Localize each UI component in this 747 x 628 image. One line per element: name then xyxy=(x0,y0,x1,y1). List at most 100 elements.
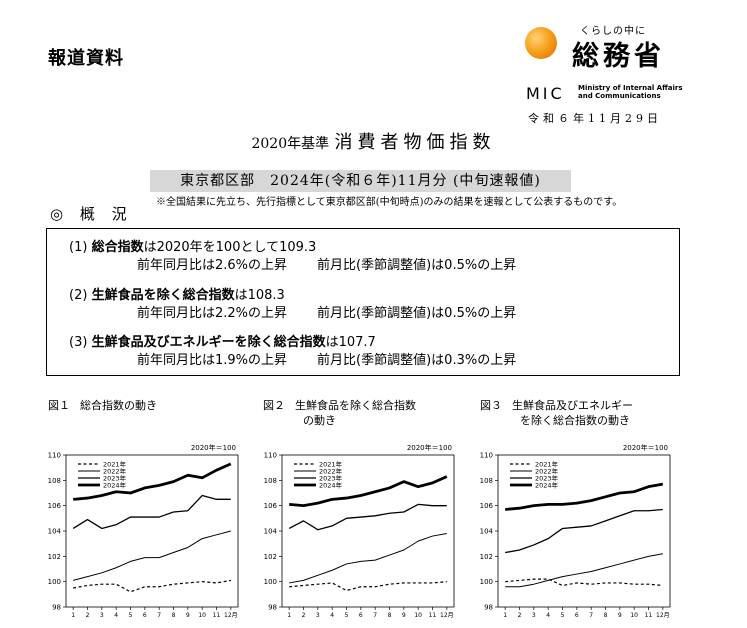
logo-emblem-icon xyxy=(523,27,571,74)
summary-text: は108.3 xyxy=(234,288,285,303)
series-line-2023年 xyxy=(288,503,447,531)
legend-label: 2023年 xyxy=(319,473,343,482)
legend-label: 2021年 xyxy=(535,459,559,468)
figure-caption-line: 生鮮食品及びエネルギー xyxy=(512,399,633,412)
x-tick-label: 5 xyxy=(561,612,565,619)
series-line-2021年 xyxy=(73,579,231,593)
legend-label: 2024年 xyxy=(535,480,559,489)
summary-item-2: (2) 生鮮食品を除く総合指数は108.3 xyxy=(69,284,285,303)
summary-sub-3: 前年同月比は1.9%の上昇 前月比(季節調整値)は0.3%の上昇 xyxy=(137,349,516,368)
figure-number: 図２ xyxy=(263,399,285,412)
figure-caption-line: 生鮮食品を除く総合指数 xyxy=(295,399,416,412)
overview-heading: ◎ 概 況 xyxy=(50,205,133,223)
summary-num: (1) xyxy=(69,240,88,255)
summary-sub-2: 前年同月比は2.2%の上昇 前月比(季節調整値)は0.5%の上昇 xyxy=(137,302,516,321)
chart-base-label: 2020年＝100 xyxy=(623,443,668,452)
figure-1-caption: 図１ 総合指数の動き xyxy=(48,398,157,413)
x-tick-label: 12月 xyxy=(656,612,670,619)
x-tick-label: 3 xyxy=(316,612,320,619)
x-tick-label: 3 xyxy=(532,612,536,619)
summary-num: (2) xyxy=(69,288,88,303)
legend-label: 2022年 xyxy=(535,466,559,475)
figure-caption-line: 総合指数の動き xyxy=(80,399,157,412)
x-tick-label: 12月 xyxy=(440,612,454,619)
y-tick-label: 106 xyxy=(480,502,494,510)
x-tick-label: 5 xyxy=(129,612,133,619)
summary-text: は107.7 xyxy=(325,335,376,350)
series-line-2023年 xyxy=(505,508,663,554)
summary-label: 総合指数 xyxy=(91,240,144,255)
y-tick-label: 104 xyxy=(264,528,278,536)
release-label: 報道資料 xyxy=(48,48,124,69)
y-tick-label: 110 xyxy=(480,452,493,460)
x-tick-label: 10 xyxy=(414,612,422,619)
legend-label: 2022年 xyxy=(103,466,127,475)
y-tick-label: 100 xyxy=(264,578,277,586)
x-tick-label: 5 xyxy=(345,612,349,619)
y-tick-label: 98 xyxy=(52,604,61,612)
x-tick-label: 12月 xyxy=(224,612,238,619)
y-tick-label: 102 xyxy=(264,553,277,561)
figure-2-caption: 図２ 生鮮食品を除く総合指数 の動き xyxy=(263,398,416,428)
series-line-2024年 xyxy=(289,475,448,508)
plot-frame xyxy=(497,454,671,608)
summary-num: (3) xyxy=(69,335,88,350)
release-date: 令和６年11月29日 xyxy=(528,112,662,125)
x-tick-label: 6 xyxy=(359,612,363,619)
subtitle-bar: 東京都区部 2024年(令和６年)11月分 (中旬速報値) xyxy=(150,170,571,192)
logo-tagline: くらしの中に xyxy=(580,26,646,37)
summary-box: (1) 総合指数は2020年を100として109.3 前年同月比は2.6%の上昇… xyxy=(46,228,680,376)
legend-label: 2021年 xyxy=(319,459,343,468)
x-tick-label: 8 xyxy=(388,612,392,619)
logo-english-line1: Ministry of Internal Affairs xyxy=(578,84,683,92)
x-tick-label: 4 xyxy=(330,612,334,619)
summary-label: 生鮮食品及びエネルギーを除く総合指数 xyxy=(91,335,326,350)
x-tick-label: 3 xyxy=(100,612,104,619)
y-tick-label: 106 xyxy=(264,502,278,510)
summary-item-1: (1) 総合指数は2020年を100として109.3 xyxy=(69,236,316,255)
document-title: 2020年基準 消費者物価指数 xyxy=(0,128,747,154)
y-tick-label: 108 xyxy=(264,477,277,485)
plot-frame xyxy=(65,454,239,608)
y-tick-label: 98 xyxy=(484,604,493,612)
y-tick-label: 110 xyxy=(264,452,277,460)
y-tick-label: 104 xyxy=(48,528,62,536)
series-line-2023年 xyxy=(72,494,231,530)
legend-label: 2021年 xyxy=(103,459,127,468)
logo-mic: MIC xyxy=(526,84,565,103)
series-line-2021年 xyxy=(289,581,447,592)
x-tick-label: 4 xyxy=(546,612,550,619)
y-tick-label: 104 xyxy=(480,528,494,536)
ministry-logo: くらしの中に 総務省 MIC Ministry of Internal Affa… xyxy=(520,20,710,120)
x-tick-label: 7 xyxy=(589,612,593,619)
y-tick-label: 110 xyxy=(48,452,61,460)
chart-base-label: 2020年＝100 xyxy=(407,443,452,452)
y-tick-label: 106 xyxy=(48,502,62,510)
x-tick-label: 1 xyxy=(503,612,507,619)
figure-caption-line: を除く総合指数の動き xyxy=(520,414,630,427)
summary-mom: 前月比(季節調整値)は0.5%の上昇 xyxy=(317,306,517,321)
x-tick-label: 8 xyxy=(604,612,608,619)
summary-mom: 前月比(季節調整値)は0.5%の上昇 xyxy=(317,258,517,273)
y-tick-label: 108 xyxy=(48,477,61,485)
x-tick-label: 9 xyxy=(186,612,190,619)
series-line-2024年 xyxy=(73,462,232,501)
chart-1-cpi-all-items: 2020年＝100 98 100 102 104 106 108 110 1 2 3 4 5 6 7 8 9 10… xyxy=(48,443,239,619)
x-tick-label: 2 xyxy=(518,612,522,619)
x-tick-label: 9 xyxy=(402,612,406,619)
y-tick-label: 98 xyxy=(268,604,277,612)
series-line-2022年 xyxy=(289,533,447,584)
x-tick-label: 10 xyxy=(630,612,638,619)
x-tick-label: 7 xyxy=(157,612,161,619)
y-tick-label: 100 xyxy=(480,578,493,586)
x-tick-label: 8 xyxy=(172,612,176,619)
x-tick-label: 11 xyxy=(645,612,653,619)
plot-frame xyxy=(281,454,455,608)
chart-3-cpi-excl-fresh-food-energy: 2020年＝100 98 100 102 104 106 108 110 1 2 3 4 5 6 7 8 9 10… xyxy=(480,443,671,619)
x-tick-label: 1 xyxy=(287,612,291,619)
figure-3-caption: 図３ 生鮮食品及びエネルギー を除く総合指数の動き xyxy=(480,398,633,428)
y-tick-label: 102 xyxy=(48,553,61,561)
summary-text: は2020年を100として109.3 xyxy=(143,240,317,255)
summary-yoy: 前年同月比は1.9%の上昇 xyxy=(137,353,288,368)
x-tick-label: 10 xyxy=(198,612,206,619)
